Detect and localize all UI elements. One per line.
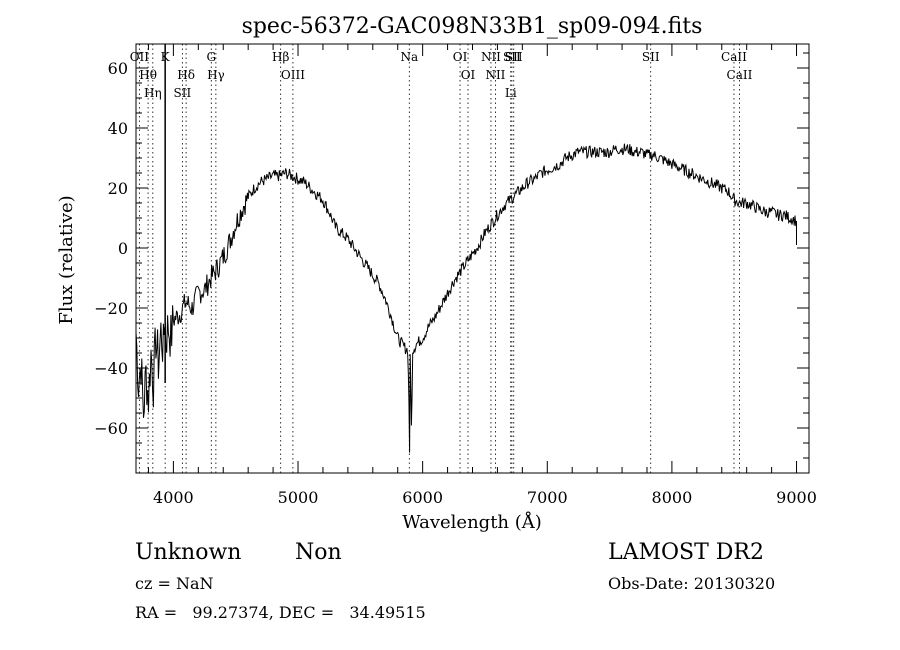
plot-frame [135, 43, 810, 474]
subclass-label: Non [295, 540, 342, 565]
line-label: SII [503, 50, 521, 64]
x-tick-label: 7000 [527, 488, 568, 507]
cz-label: cz = NaN [135, 574, 214, 593]
survey-label: LAMOST DR2 [608, 540, 764, 565]
x-tick-label: 4000 [153, 488, 194, 507]
y-axis-label: Flux (relative) [56, 195, 77, 324]
y-tick-label: −20 [94, 299, 128, 318]
line-label: OIII [281, 68, 305, 82]
line-label: Na [400, 50, 418, 64]
line-label: OI [453, 50, 468, 64]
line-label: Hβ [272, 50, 289, 64]
plot-area: OIIHθHηKHδSIIGHγHβOIIINaOIOINIINIILiSIIS… [94, 43, 817, 507]
class-label: Unknown [135, 540, 242, 565]
line-label: Hγ [207, 68, 225, 82]
x-tick-label: 9000 [776, 488, 817, 507]
line-label: SII [642, 50, 660, 64]
x-tick-label: 8000 [652, 488, 693, 507]
y-tick-label: −40 [94, 359, 128, 378]
line-label: Li [505, 86, 517, 100]
y-tick-label: 60 [108, 59, 128, 78]
line-label: NII [485, 68, 505, 82]
spectrum-line [135, 143, 797, 453]
line-label: SII [505, 50, 523, 64]
line-label: SII [174, 86, 192, 100]
y-tick-label: −60 [94, 419, 128, 438]
x-tick-label: 5000 [278, 488, 319, 507]
line-label: NII [481, 50, 501, 64]
obsdate-label: Obs-Date: 20130320 [608, 574, 776, 593]
y-tick-label: 0 [118, 239, 128, 258]
line-label: Hη [144, 86, 162, 100]
line-label: OII [130, 50, 150, 64]
x-tick-label: 6000 [402, 488, 443, 507]
x-axis-label: Wavelength (Å) [402, 511, 542, 533]
y-tick-label: 20 [108, 179, 128, 198]
line-label: OI [461, 68, 476, 82]
chart-title: spec-56372-GAC098N33B1_sp09-094.fits [242, 14, 703, 39]
line-label: Hδ [177, 68, 195, 82]
radec-label: RA = 99.27374, DEC = 34.49515 [135, 603, 426, 622]
line-label: G [206, 50, 216, 64]
line-label: CaII [727, 68, 753, 82]
line-label: Hθ [139, 68, 157, 82]
line-label: CaII [721, 50, 747, 64]
y-tick-label: 40 [108, 119, 128, 138]
